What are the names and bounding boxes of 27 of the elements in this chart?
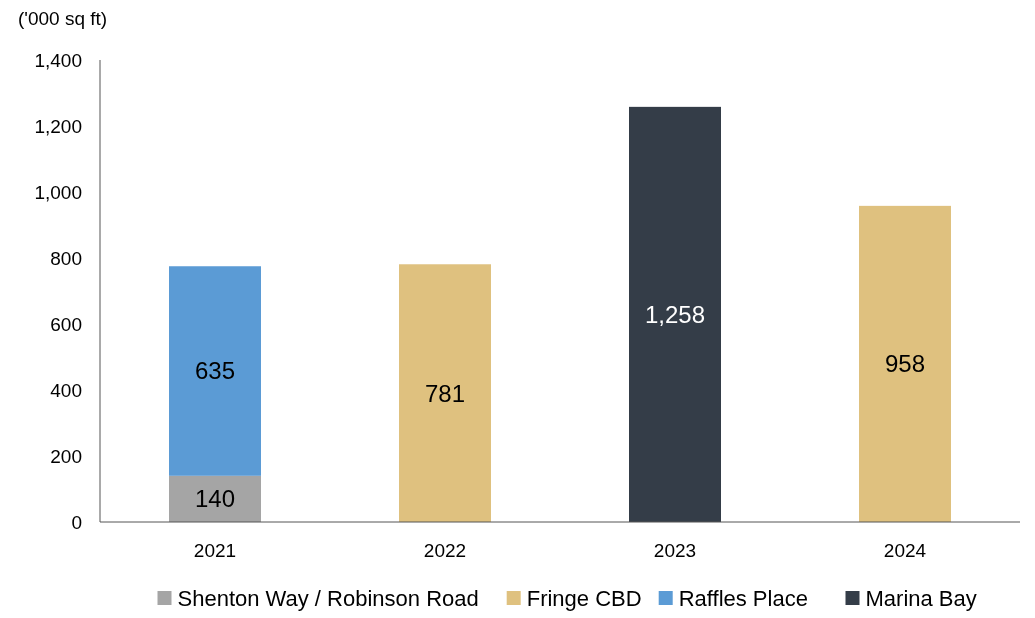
- x-tick-label: 2022: [423, 540, 467, 561]
- y-tick-label: 1,400: [34, 49, 82, 71]
- y-tick-label: 1,200: [34, 115, 82, 137]
- data-label: 1,258: [644, 300, 706, 328]
- data-label: 635: [194, 357, 236, 385]
- legend-label: Shenton Way / Robinson Road: [177, 586, 479, 611]
- y-tick-label: 1,000: [34, 181, 82, 203]
- legend-label: Raffles Place: [678, 586, 808, 611]
- y-axis-title: ('000 sq ft): [18, 8, 108, 29]
- legend-label: Marina Bay: [865, 586, 977, 611]
- bar: [169, 266, 261, 476]
- data-label: 958: [884, 350, 926, 378]
- data-label: 140: [194, 485, 236, 513]
- bar: [169, 475, 261, 522]
- bar: [629, 106, 721, 522]
- x-tick-label: 2024: [883, 540, 927, 561]
- x-tick-label: 2021: [193, 540, 237, 561]
- data-label: 781: [424, 379, 466, 407]
- y-tick-label: 400: [50, 379, 82, 401]
- y-tick-label: 200: [50, 445, 82, 467]
- y-tick-label: 800: [50, 247, 82, 269]
- bar: [859, 205, 951, 522]
- bar: [399, 264, 491, 522]
- y-tick-label: 0: [71, 511, 82, 533]
- legend-label: Fringe CBD: [526, 586, 642, 611]
- y-tick-label: 600: [50, 313, 82, 335]
- x-tick-label: 2023: [653, 540, 697, 561]
